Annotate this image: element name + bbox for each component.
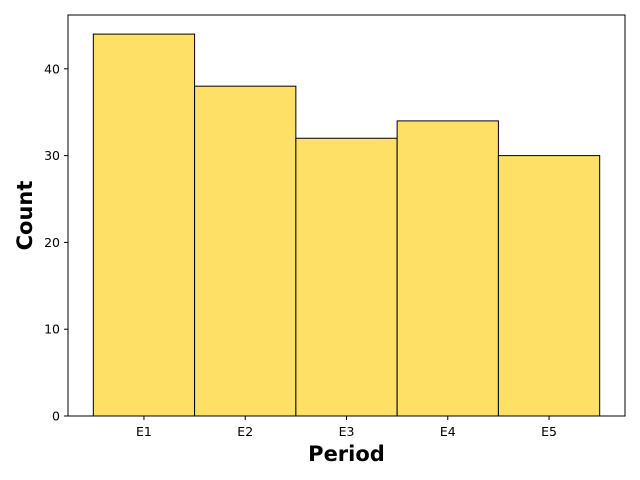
y-axis-label: Count (13, 181, 37, 251)
y-axis-ticks: 0 10 20 30 40 (44, 61, 68, 424)
x-axis-label: Period (308, 442, 385, 466)
y-tick-label: 40 (44, 61, 60, 76)
bar-e1 (92, 33, 196, 417)
x-tick-label: E2 (237, 424, 253, 439)
y-tick-label: 30 (44, 148, 60, 163)
plot-area-frame (67, 14, 626, 417)
bar-e4 (396, 120, 499, 417)
y-tick-label: 20 (44, 235, 60, 250)
bars-group (92, 33, 601, 417)
bar-e3 (295, 137, 398, 417)
bar-e5 (497, 155, 601, 417)
x-axis-ticks: E1 E2 E3 E4 E5 (136, 416, 557, 439)
y-tick-label: 0 (52, 409, 60, 424)
x-tick-label: E1 (136, 424, 152, 439)
x-tick-label: E3 (339, 424, 355, 439)
x-tick-label: E5 (541, 424, 557, 439)
x-tick-label: E4 (440, 424, 456, 439)
bar-e2 (194, 85, 297, 417)
y-tick-label: 10 (44, 322, 60, 337)
